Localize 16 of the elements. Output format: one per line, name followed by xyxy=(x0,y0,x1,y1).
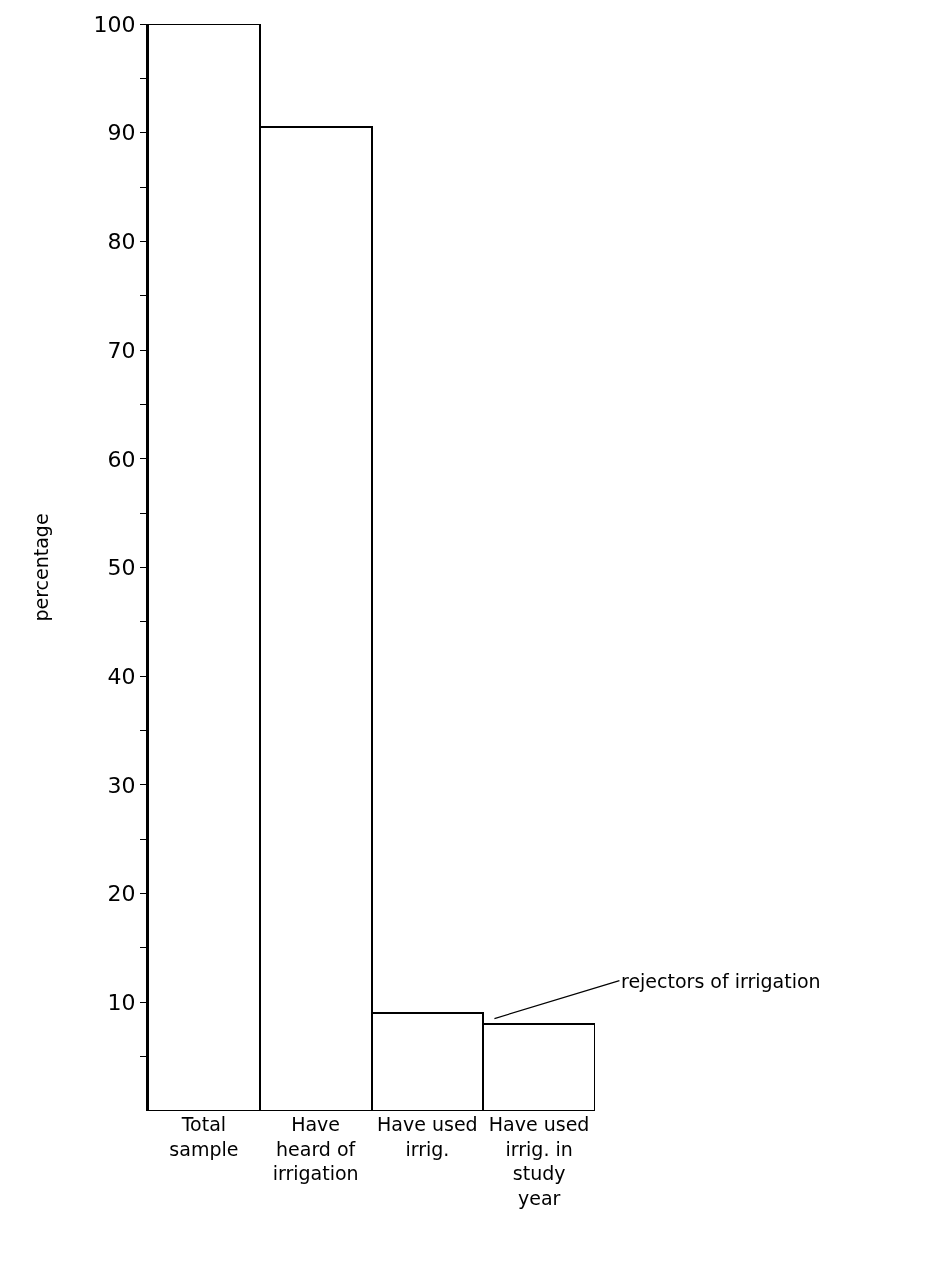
x-tick-label: Total sample xyxy=(169,1113,239,1160)
text: rejectors of irrigation xyxy=(621,970,821,992)
x-tick-label: Have used irrig. xyxy=(377,1113,478,1160)
y-tick-label: 10 xyxy=(107,990,136,1015)
y-tick-label: 80 xyxy=(107,229,136,255)
y-tick-label: 30 xyxy=(107,772,136,798)
y-tick-label: 70 xyxy=(107,337,136,363)
y-tick-label: 50 xyxy=(107,555,136,581)
y-tick-label: 90 xyxy=(107,120,136,146)
y-tick-label: 100 xyxy=(93,11,136,37)
y-tick-label: 20 xyxy=(107,881,136,907)
y-tick-label: 60 xyxy=(107,446,136,472)
y-axis-title: percentage xyxy=(29,513,52,622)
x-tick-label: Have used irrig. in study year xyxy=(488,1113,590,1210)
y-tick-label: 40 xyxy=(107,663,136,689)
x-tick-label: Have heard of irrigation xyxy=(272,1113,359,1185)
